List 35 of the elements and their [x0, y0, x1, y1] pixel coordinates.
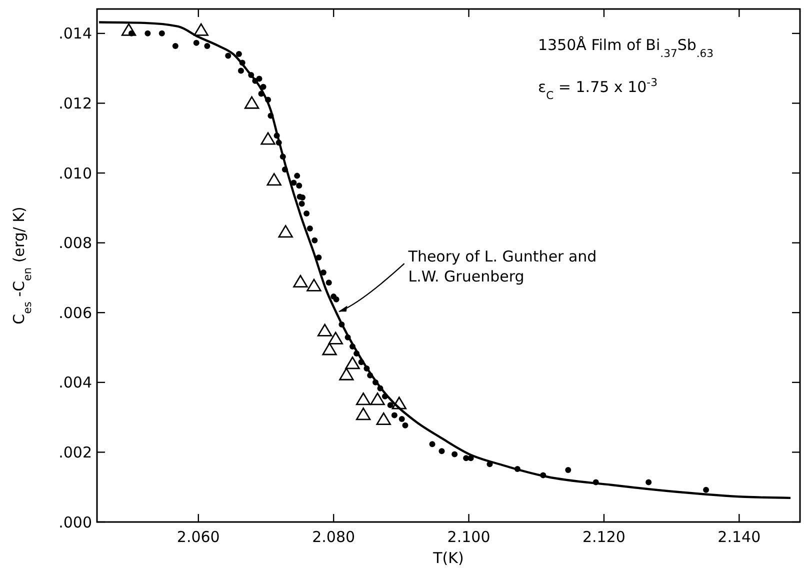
y-tick-label: .012	[58, 94, 92, 112]
y-tick-label: .000	[58, 513, 92, 532]
point	[392, 396, 407, 410]
point	[322, 342, 337, 356]
point	[194, 23, 208, 36]
point	[317, 324, 332, 336]
x-tick-label: 2.140	[718, 528, 761, 546]
point	[370, 392, 385, 406]
x-tick-label: 2.080	[312, 528, 356, 546]
y-tick-label: .002	[58, 443, 92, 462]
point	[306, 278, 322, 292]
point	[278, 224, 293, 238]
y-tick-label: .006	[58, 304, 92, 322]
x-tick-label: 2.060	[176, 528, 220, 546]
point	[345, 356, 360, 370]
point	[266, 173, 282, 186]
y-tick-label: .010	[58, 164, 92, 182]
annotation: Theory of L. Gunther and L.W. Gruenberg	[407, 248, 597, 286]
point	[376, 412, 391, 425]
point	[339, 368, 354, 380]
point	[244, 96, 260, 109]
x-tick-label: 2.120	[582, 528, 626, 546]
y-tick-label: .008	[58, 234, 92, 252]
y-tick-label: .014	[58, 24, 92, 43]
point	[356, 408, 371, 420]
point	[293, 274, 308, 288]
x-axis-title: T(K)	[432, 549, 464, 567]
annotation: 1350Å Film of Bi$_{.37}$Sb$_{.63}$	[538, 36, 714, 60]
y-tick-label: .004	[58, 374, 92, 392]
point	[121, 23, 136, 36]
annotation: ε$_{C}$ = 1.75 x 10$^{-3}$	[538, 76, 658, 102]
point	[356, 392, 371, 406]
point	[260, 132, 276, 145]
x-tick-label: 2.100	[447, 528, 490, 546]
point	[328, 332, 343, 344]
